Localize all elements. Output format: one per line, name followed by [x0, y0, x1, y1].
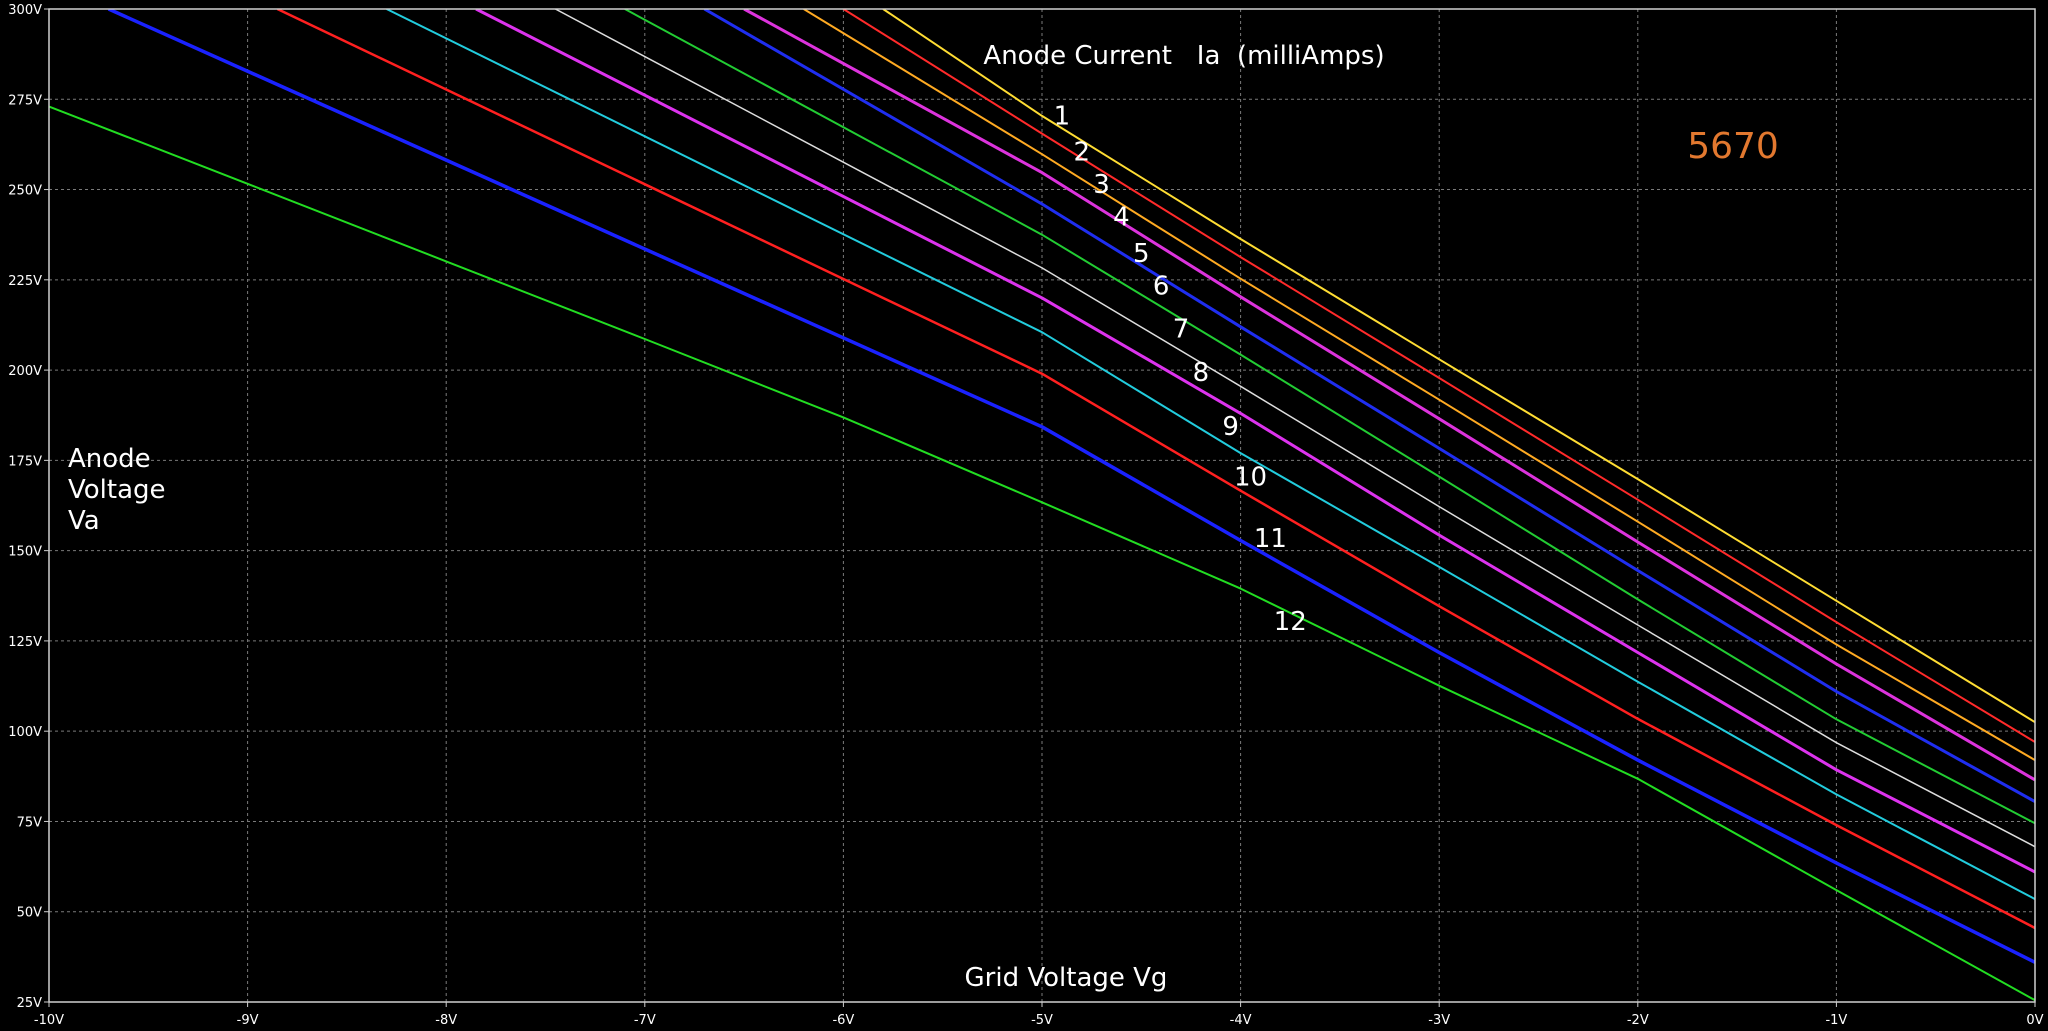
- y-tick-label: 25V: [17, 996, 43, 1011]
- y-axis-label-line: Va: [68, 506, 100, 536]
- curve-label-8: 8: [1193, 358, 1210, 388]
- y-tick-label: 75V: [17, 815, 43, 830]
- y-tick-label: 125V: [8, 635, 42, 650]
- x-tick-label: -9V: [237, 1013, 259, 1028]
- series-line-2: [842, 9, 2035, 743]
- x-tick-label: -3V: [1428, 1013, 1450, 1028]
- x-tick-label: -6V: [832, 1013, 854, 1028]
- curve-label-12: 12: [1274, 607, 1307, 637]
- series-line-9: [386, 9, 2035, 900]
- curve-label-3: 3: [1093, 170, 1110, 200]
- x-tick-label: -1V: [1825, 1013, 1847, 1028]
- chart-title: Anode Current Ia (milliAmps): [983, 41, 1384, 71]
- series-line-6: [624, 9, 2035, 825]
- axes: -10V -9V -8V -7V -6V -5V -4V -3V -2V -1V 0V 25V 50V 7…: [8, 3, 2043, 1028]
- curve-label-9: 9: [1222, 412, 1239, 442]
- x-tick-label: -5V: [1031, 1013, 1053, 1028]
- series-line-8: [475, 9, 2035, 874]
- series-line-12: [49, 105, 2035, 1002]
- x-tick-label: -2V: [1627, 1013, 1649, 1028]
- x-tick-label: -4V: [1230, 1013, 1252, 1028]
- curve-label-10: 10: [1234, 463, 1267, 493]
- y-axis-label-line: Anode: [68, 444, 151, 474]
- y-tick-label: 250V: [8, 184, 42, 199]
- y-tick-label: 300V: [8, 3, 42, 18]
- series-line-3: [803, 9, 2035, 761]
- y-tick-label: 175V: [8, 454, 42, 469]
- x-tick-label: 0V: [2026, 1013, 2043, 1028]
- series-line-5: [703, 9, 2035, 803]
- curve-label-5: 5: [1133, 239, 1150, 269]
- y-tick-label: 100V: [8, 725, 42, 740]
- series-line-4: [743, 9, 2035, 782]
- curve-label-4: 4: [1113, 203, 1130, 233]
- series-group: [49, 9, 2035, 1002]
- y-tick-label: 275V: [8, 93, 42, 108]
- x-tick-label: -7V: [634, 1013, 656, 1028]
- y-tick-label: 150V: [8, 545, 42, 560]
- series-line-10: [276, 9, 2035, 930]
- series-line-1: [882, 9, 2035, 724]
- curve-label-6: 6: [1153, 271, 1170, 301]
- y-axis-label: Anode Voltage Va: [68, 444, 166, 536]
- curve-label-1: 1: [1054, 102, 1071, 132]
- series-line-7: [555, 9, 2035, 848]
- x-tick-label: -10V: [34, 1013, 64, 1028]
- x-tick-label: -8V: [435, 1013, 457, 1028]
- y-axis-label-line: Voltage: [68, 475, 166, 505]
- tube-label: 5670: [1687, 126, 1779, 167]
- curve-label-11: 11: [1254, 524, 1287, 554]
- y-tick-label: 50V: [17, 906, 43, 921]
- y-tick-label: 200V: [8, 364, 42, 379]
- curve-label-7: 7: [1173, 315, 1190, 345]
- curve-label-2: 2: [1073, 138, 1090, 168]
- series-line-11: [107, 9, 2035, 964]
- y-tick-label: 225V: [8, 274, 42, 289]
- x-axis-label: Grid Voltage Vg: [965, 963, 1168, 993]
